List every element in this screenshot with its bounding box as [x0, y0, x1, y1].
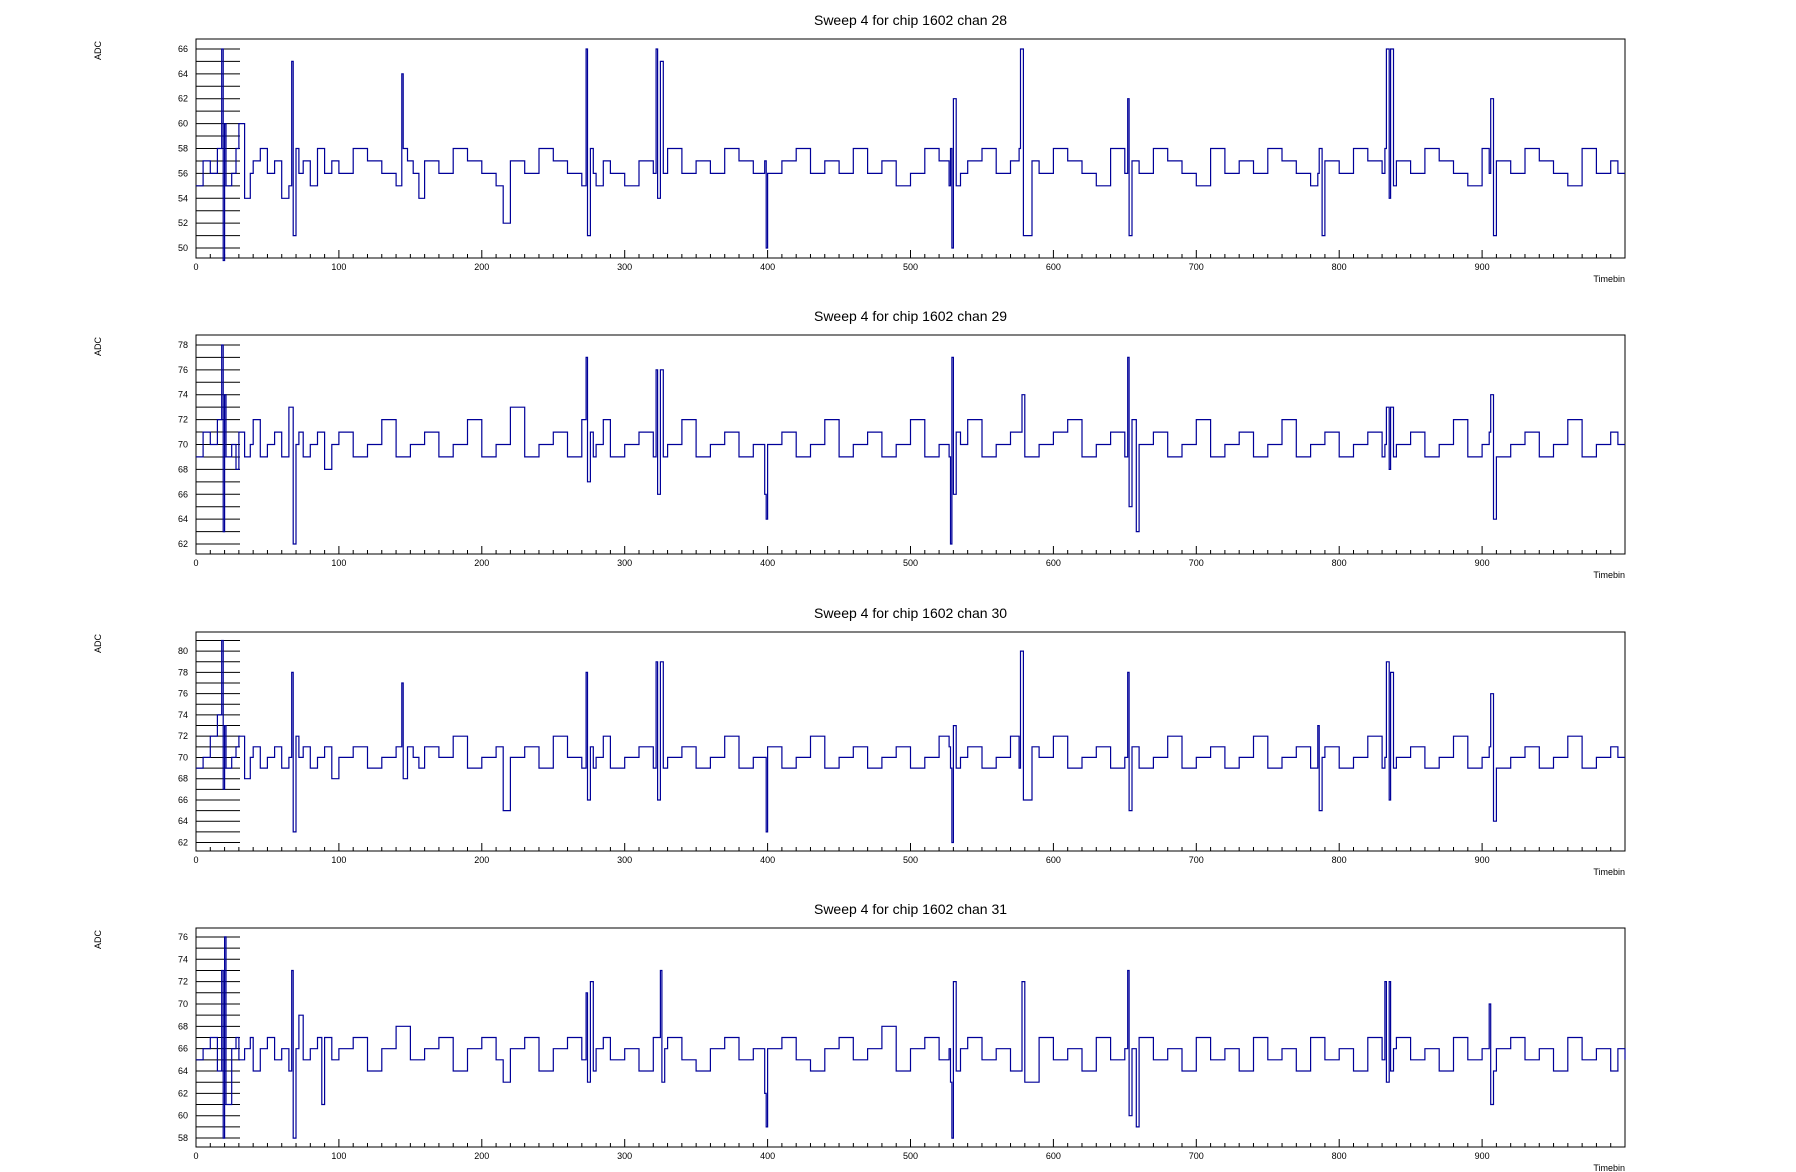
y-tick-label: 78	[178, 340, 188, 350]
x-tick-label: 900	[1475, 262, 1490, 272]
y-tick-label: 62	[178, 94, 188, 104]
y-tick-label: 62	[178, 1088, 188, 1098]
x-tick-label: 600	[1046, 558, 1061, 568]
x-tick-label: 100	[331, 558, 346, 568]
chart-panel: Sweep 4 for chip 1602 chan 31 ADC 58 60 62 64…	[93, 901, 1626, 1172]
y-tick-label: 72	[178, 977, 188, 987]
y-tick-label: 64	[178, 514, 188, 524]
chart-title: Sweep 4 for chip 1602 chan 30	[814, 605, 1007, 621]
y-tick-label: 70	[178, 999, 188, 1009]
x-tick-label: 600	[1046, 1151, 1061, 1161]
x-tick-label: 0	[193, 558, 198, 568]
y-tick-label: 66	[178, 1044, 188, 1054]
x-tick-label: 500	[903, 262, 918, 272]
x-tick-label: 0	[193, 855, 198, 865]
y-tick-label: 68	[178, 774, 188, 784]
x-tick-label: 500	[903, 1151, 918, 1161]
x-axis-label: Timebin	[1593, 867, 1625, 877]
chart-panel: Sweep 4 for chip 1602 chan 30 ADC 62 64 66 68…	[93, 605, 1626, 877]
x-tick-label: 500	[903, 855, 918, 865]
series-line	[196, 48, 1625, 262]
x-tick-label: 800	[1332, 558, 1347, 568]
y-tick-label: 72	[178, 415, 188, 425]
y-tick-label: 74	[178, 954, 188, 964]
x-tick-label: 200	[474, 262, 489, 272]
x-tick-label: 900	[1475, 558, 1490, 568]
y-axis-label: ADC	[93, 41, 103, 61]
y-tick-label: 54	[178, 193, 188, 203]
x-tick-label: 200	[474, 558, 489, 568]
y-tick-label: 74	[178, 390, 188, 400]
chart-panel: Sweep 4 for chip 1602 chan 28 ADC 50 52 54 56…	[93, 12, 1626, 284]
y-tick-label: 68	[178, 1021, 188, 1031]
x-tick-label: 500	[903, 558, 918, 568]
y-tick-label: 60	[178, 1111, 188, 1121]
y-tick-label: 56	[178, 168, 188, 178]
y-tick-label: 72	[178, 731, 188, 741]
x-tick-label: 800	[1332, 855, 1347, 865]
x-tick-label: 400	[760, 558, 775, 568]
y-tick-label: 62	[178, 837, 188, 847]
y-tick-label: 58	[178, 1133, 188, 1143]
x-tick-label: 600	[1046, 262, 1061, 272]
x-tick-label: 700	[1189, 262, 1204, 272]
y-tick-label: 66	[178, 489, 188, 499]
y-tick-label: 74	[178, 710, 188, 720]
y-tick-label: 66	[178, 795, 188, 805]
x-tick-label: 700	[1189, 558, 1204, 568]
y-tick-label: 76	[178, 365, 188, 375]
y-tick-label: 64	[178, 1066, 188, 1076]
x-tick-label: 900	[1475, 855, 1490, 865]
x-tick-label: 200	[474, 855, 489, 865]
y-tick-label: 68	[178, 464, 188, 474]
series-line	[196, 936, 1626, 1139]
x-tick-label: 600	[1046, 855, 1061, 865]
x-tick-label: 300	[617, 855, 632, 865]
x-axis-label: Timebin	[1593, 570, 1625, 580]
y-axis-label: ADC	[93, 930, 103, 950]
x-tick-label: 800	[1332, 262, 1347, 272]
x-tick-label: 100	[331, 262, 346, 272]
y-tick-label: 70	[178, 440, 188, 450]
y-tick-label: 80	[178, 646, 188, 656]
y-axis-label: ADC	[93, 634, 103, 654]
series-line	[196, 344, 1625, 545]
x-tick-label: 300	[617, 262, 632, 272]
y-tick-label: 70	[178, 752, 188, 762]
x-tick-label: 900	[1475, 1151, 1490, 1161]
x-tick-label: 100	[331, 855, 346, 865]
x-tick-label: 300	[617, 1151, 632, 1161]
chart-panel: Sweep 4 for chip 1602 chan 29 ADC 62 64 66 68…	[93, 308, 1626, 580]
x-axis-label: Timebin	[1593, 274, 1625, 284]
y-tick-label: 64	[178, 816, 188, 826]
x-tick-label: 400	[760, 855, 775, 865]
y-tick-label: 76	[178, 689, 188, 699]
y-axis-label: ADC	[93, 337, 103, 357]
y-tick-label: 60	[178, 119, 188, 129]
x-tick-label: 300	[617, 558, 632, 568]
x-tick-label: 200	[474, 1151, 489, 1161]
y-tick-label: 62	[178, 539, 188, 549]
x-tick-label: 400	[760, 1151, 775, 1161]
series-line	[196, 639, 1625, 844]
x-tick-label: 400	[760, 262, 775, 272]
y-tick-label: 50	[178, 243, 188, 253]
x-tick-label: 800	[1332, 1151, 1347, 1161]
x-tick-label: 100	[331, 1151, 346, 1161]
y-tick-label: 76	[178, 932, 188, 942]
chart-title: Sweep 4 for chip 1602 chan 31	[814, 901, 1007, 917]
x-tick-label: 700	[1189, 1151, 1204, 1161]
y-tick-label: 66	[178, 44, 188, 54]
y-tick-label: 58	[178, 144, 188, 154]
x-axis-label: Timebin	[1593, 1163, 1625, 1172]
x-tick-label: 700	[1189, 855, 1204, 865]
x-tick-label: 0	[193, 262, 198, 272]
y-tick-label: 64	[178, 69, 188, 79]
chart-title: Sweep 4 for chip 1602 chan 28	[814, 12, 1007, 28]
y-tick-label: 78	[178, 667, 188, 677]
chart-title: Sweep 4 for chip 1602 chan 29	[814, 308, 1007, 324]
y-tick-label: 52	[178, 218, 188, 228]
x-tick-label: 0	[193, 1151, 198, 1161]
